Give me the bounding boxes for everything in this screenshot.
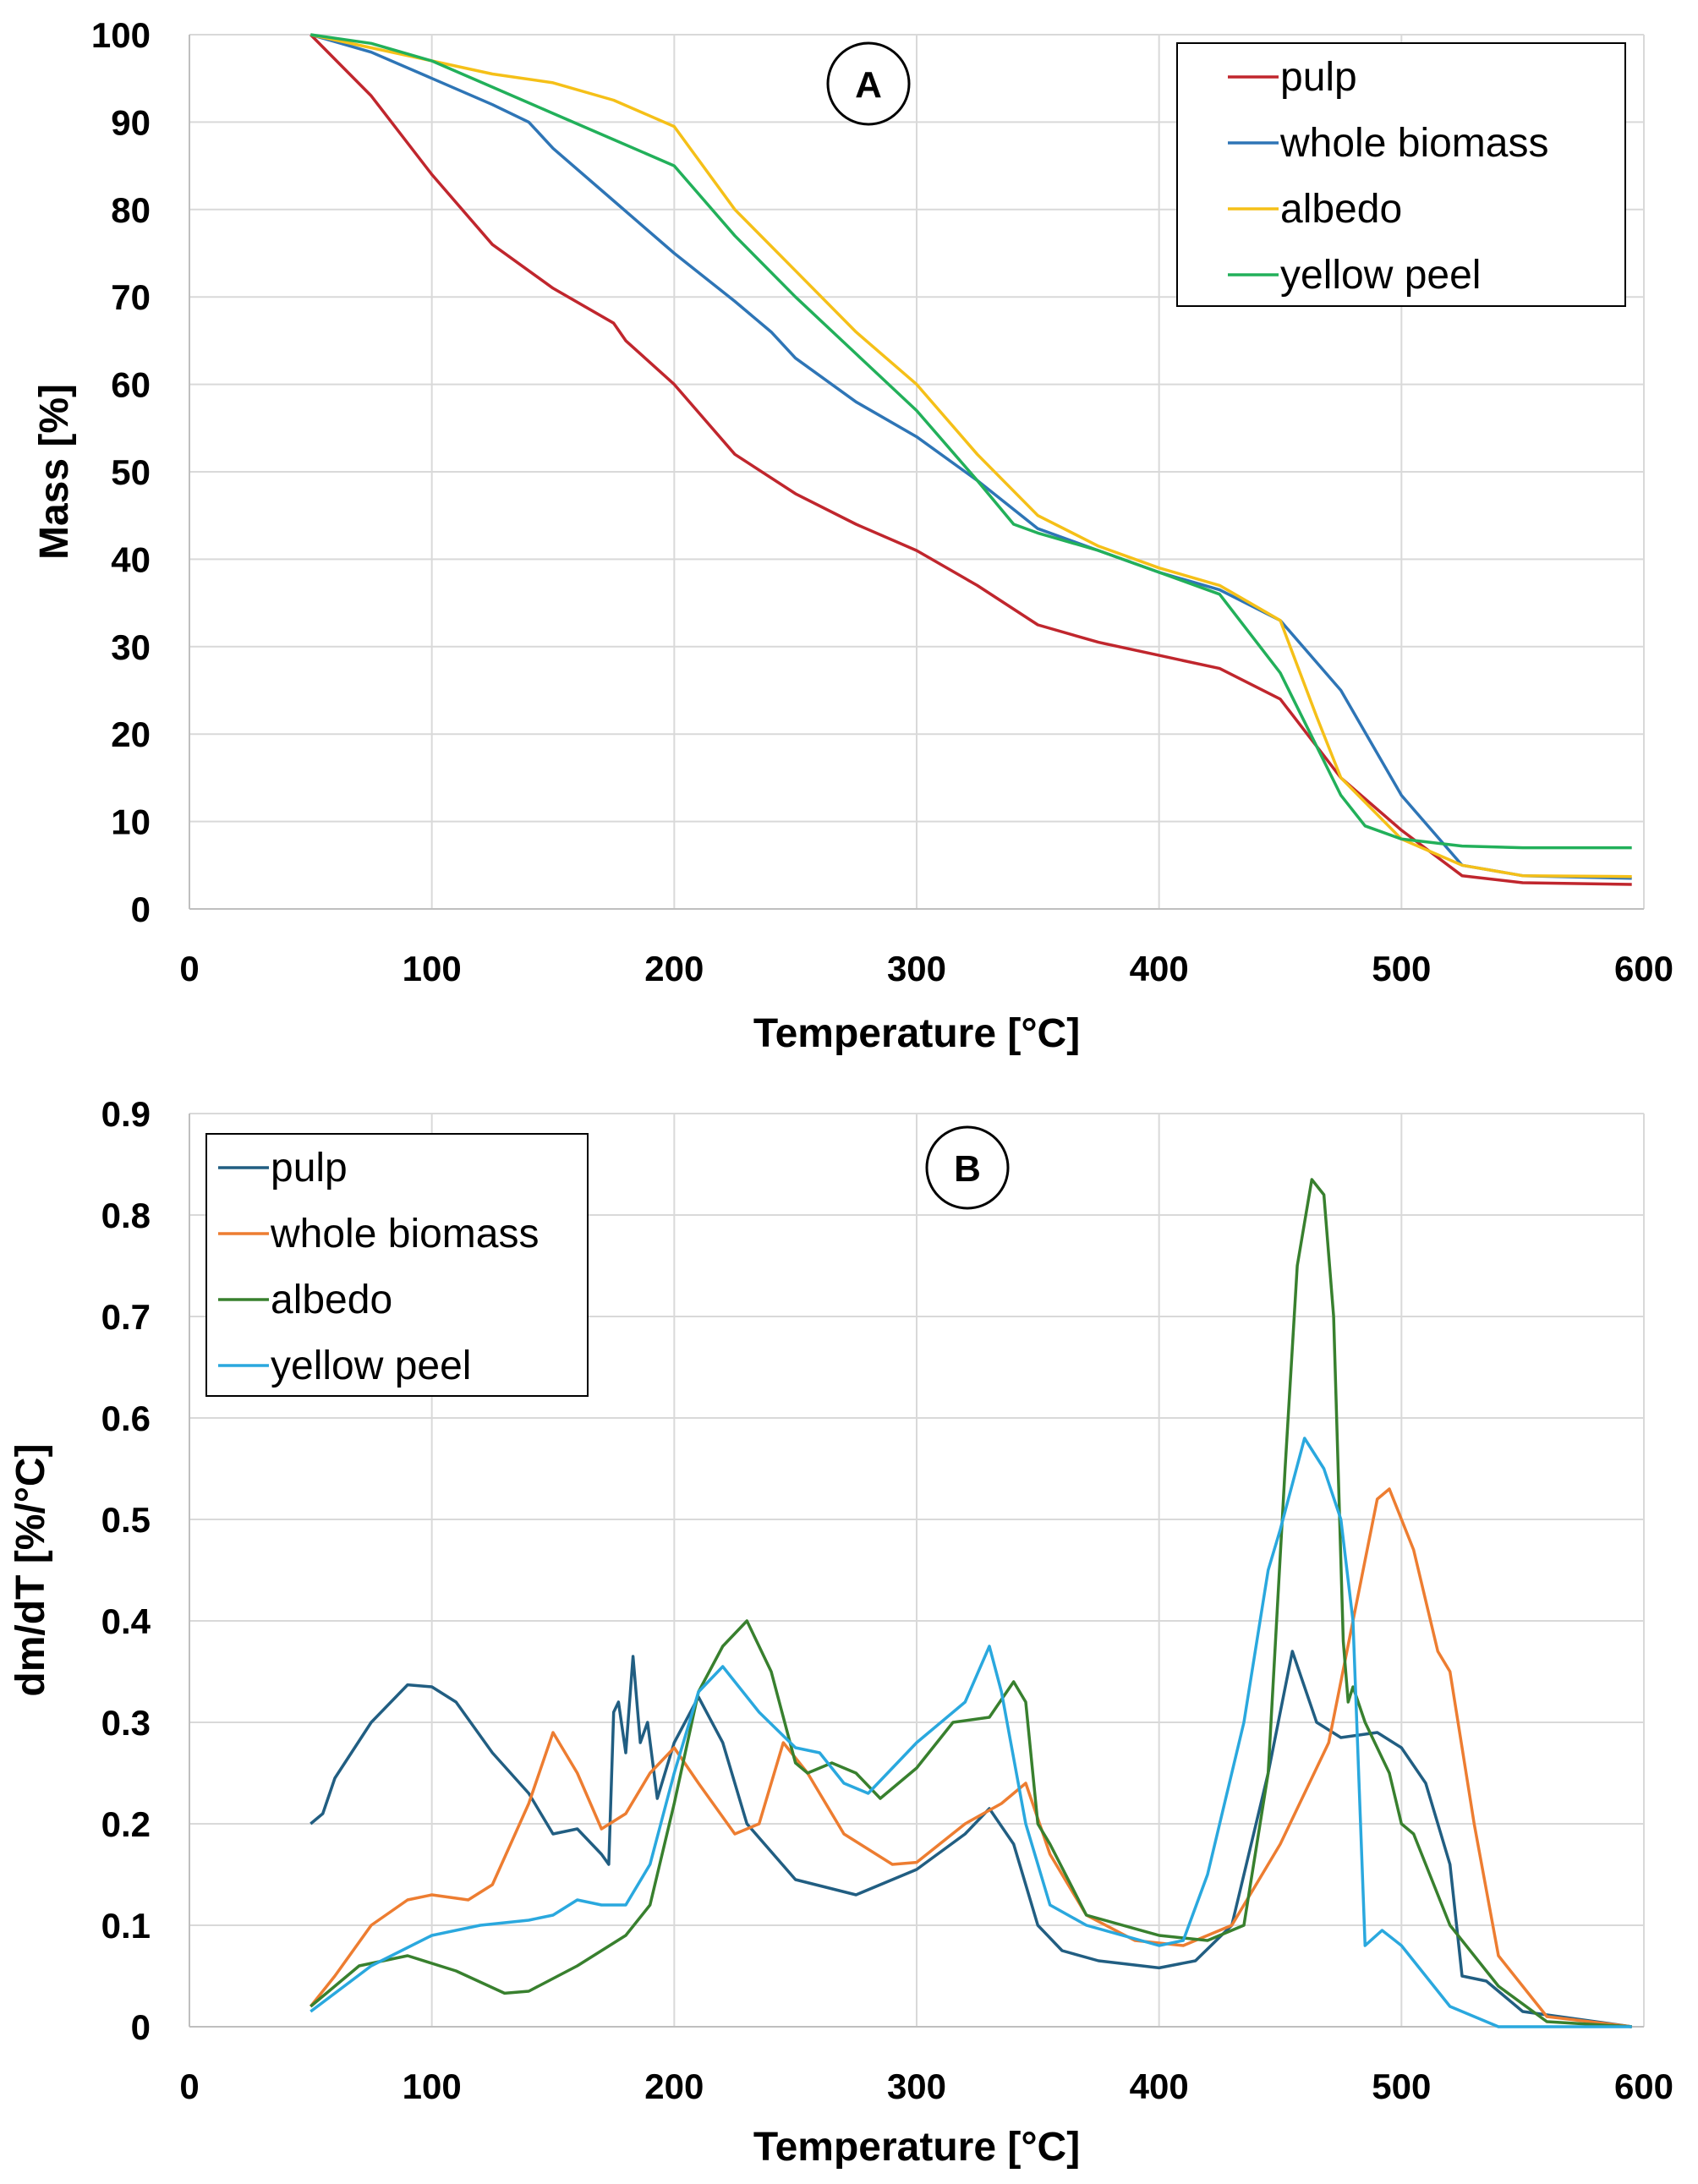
x-tick-label: 500 (1372, 2066, 1431, 2106)
y-tick-label: 0.7 (101, 1297, 151, 1337)
y-axis-title: dm/dT [%/°C] (8, 1443, 53, 1696)
panel-badge-circle (925, 1125, 1010, 1210)
panel-label: B (954, 1148, 981, 1190)
y-tick-label: 0.9 (101, 1094, 151, 1134)
series-line-yellow-peel (309, 1437, 1632, 2028)
series-line-yellow-peel (310, 33, 1632, 850)
x-tick-label: 300 (887, 949, 946, 988)
y-tick-label: 90 (111, 102, 151, 142)
y-tick-label: 0.6 (101, 1399, 151, 1438)
legend-box (205, 1133, 589, 1397)
x-tick-label: 200 (644, 949, 704, 988)
y-tick-label: 30 (111, 627, 151, 667)
panel-badge-circle (826, 41, 911, 126)
legend-label: albedo (1280, 187, 1402, 232)
y-tick-label: 50 (111, 452, 151, 492)
y-tick-label: 0.8 (101, 1196, 151, 1235)
legend-label: whole biomass (270, 1212, 539, 1256)
x-tick-label: 600 (1614, 949, 1673, 988)
y-tick-label: 0.1 (101, 1906, 151, 1946)
legend: pulp whole biomass albedo yellow peel (205, 1133, 589, 1397)
legend-label: yellow peel (271, 1344, 471, 1388)
chart-B: 0 0.1 0.2 0.3 0.4 0.5 0.6 0.7 0.8 0.9 0 100 200 300 40… (8, 1094, 1673, 2170)
x-tick-label: 400 (1130, 949, 1189, 988)
x-tick-label: 600 (1614, 2066, 1673, 2106)
y-tick-label: 0 (131, 2007, 151, 2047)
y-tick-label: 40 (111, 539, 151, 579)
x-tick-label: 400 (1130, 2066, 1189, 2106)
legend-box (1176, 42, 1626, 307)
y-tick-label: 10 (111, 802, 151, 842)
y-axis-title: Mass [%] (32, 384, 77, 560)
y-tick-label: 0 (131, 889, 151, 929)
y-tick-label: 100 (91, 15, 151, 55)
x-tick-label: 500 (1372, 949, 1431, 988)
x-tick-label: 100 (403, 949, 462, 988)
legend-label: whole biomass (1279, 121, 1548, 166)
y-tick-label: 0.2 (101, 1804, 151, 1844)
legend-label: albedo (271, 1278, 392, 1322)
chart-A: 0 10 20 30 40 50 60 70 80 90 100 0 100 200 300 400 500 60… (32, 15, 1673, 1056)
legend-label: yellow peel (1280, 253, 1481, 298)
series-line-pulp (309, 1650, 1632, 2028)
y-tick-label: 80 (111, 190, 151, 230)
x-tick-label: 0 (179, 949, 199, 988)
x-tick-label: 200 (644, 2066, 704, 2106)
y-tick-label: 0.5 (101, 1500, 151, 1540)
y-tick-label: 60 (111, 365, 151, 405)
legend-label: pulp (271, 1146, 348, 1191)
y-tick-label: 20 (111, 714, 151, 754)
y-tick-label: 0.4 (101, 1601, 151, 1641)
series-line-whole-biomass (309, 1487, 1632, 2028)
x-axis-title: Temperature [°C] (753, 1011, 1080, 1056)
x-tick-label: 0 (179, 2066, 199, 2106)
legend: pulp whole biomass albedo yellow peel (1176, 42, 1626, 307)
panel-label: A (855, 64, 882, 106)
series-line-albedo (309, 33, 1632, 879)
x-tick-label: 300 (887, 2066, 946, 2106)
x-axis-title: Temperature [°C] (753, 2125, 1080, 2170)
series-line-whole-biomass (309, 33, 1632, 880)
y-tick-label: 70 (111, 277, 151, 317)
series-line-pulp (309, 33, 1632, 886)
y-tick-label: 0.3 (101, 1703, 151, 1743)
x-tick-label: 100 (403, 2066, 462, 2106)
legend-label: pulp (1280, 55, 1357, 100)
